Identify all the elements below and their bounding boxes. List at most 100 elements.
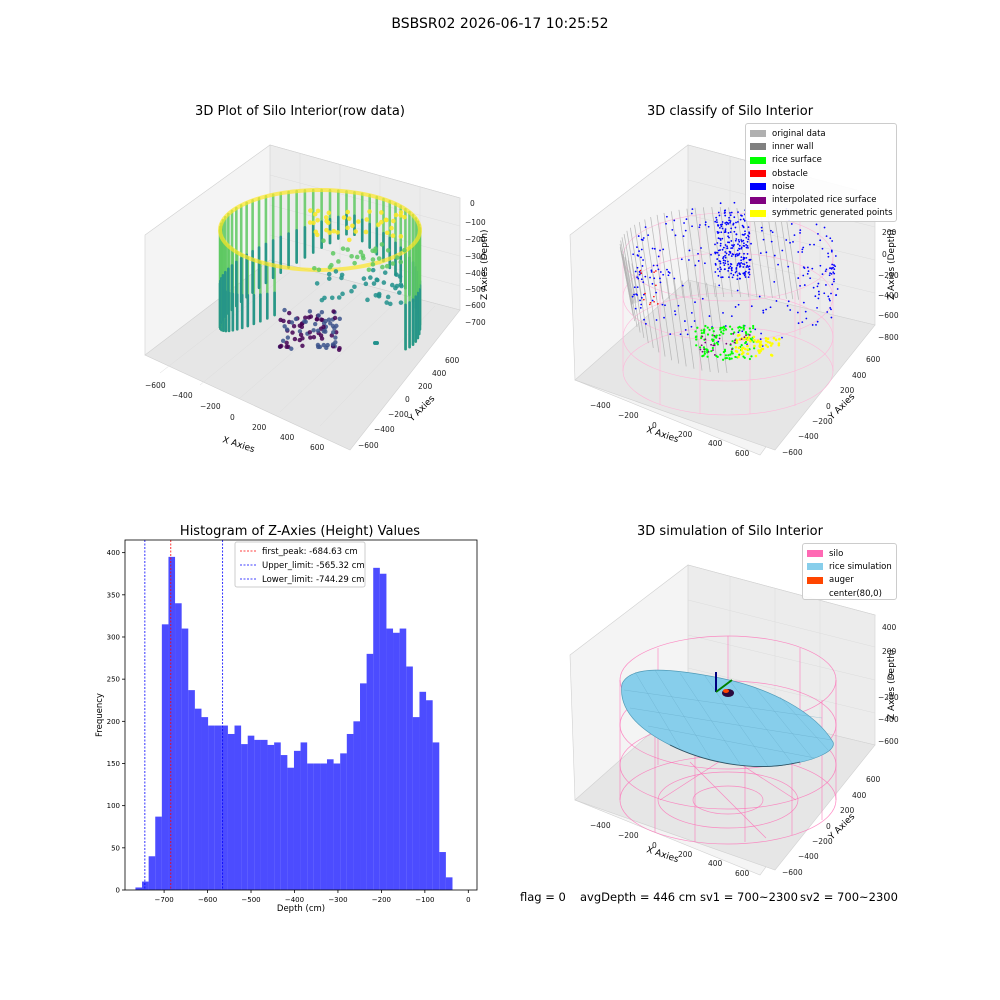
histogram-ytick-label: 300 (107, 633, 120, 641)
simulation-ztick-3: 0 (888, 671, 893, 680)
raw-ztick-8: −700 (465, 318, 486, 327)
histogram-xlabel: Depth (cm) (277, 904, 325, 914)
classify-legend-label: symmetric generated points (772, 208, 893, 219)
classify-xtick-1: −400 (590, 401, 611, 410)
histogram-ytick-label: 50 (111, 844, 120, 852)
classify-ytick-7: 600 (866, 355, 881, 364)
classify-zlabel: Z Axies (Depth) (887, 229, 897, 300)
simulation-ytick-6: 400 (852, 791, 867, 800)
histogram-reference-lines (144, 540, 224, 890)
classify-legend-label: noise (772, 181, 795, 192)
histogram-bar (181, 628, 189, 890)
histogram-xtick-label: −200 (372, 896, 391, 904)
histogram-bar (260, 739, 268, 890)
simulation-legend: silo rice simulation auger center(80,0) (802, 543, 897, 600)
simulation-ytick-1: −600 (782, 868, 803, 877)
classify-legend-swatch (750, 170, 766, 178)
auger-marker (715, 672, 734, 697)
classify-ztick-5: −600 (878, 311, 899, 320)
histogram-bar (406, 666, 413, 890)
raw-xtick-3: −200 (200, 402, 221, 411)
simulation-legend-entry: auger (807, 574, 896, 587)
classify-legend-swatch (750, 209, 766, 217)
rice-simulation-surface (621, 669, 834, 767)
histogram-x-ticks: −700 −600 −500 −400 −300 −200 −100 0 (154, 890, 471, 904)
raw-ztick-1: 0 (470, 199, 475, 208)
classify-legend-label: interpolated rice surface (772, 195, 877, 206)
histogram-y-ticks: 0 50 100 150 200 250 300 350 400 (107, 549, 125, 895)
histogram-bar (247, 735, 255, 890)
classify-ytick-4: 0 (826, 402, 831, 411)
simulation-xtick-6: 600 (735, 869, 750, 878)
histogram-chart: −700 −600 −500 −400 −300 −200 −100 0 0 50 100 150 2… (95, 539, 478, 914)
classify-xtick-3: 0 (652, 421, 657, 430)
simulation-ztick-5: −400 (878, 715, 899, 724)
histogram-bar (439, 852, 446, 890)
histogram-bar (208, 725, 215, 890)
sv2-range: sv2 = 700~2300 (800, 890, 898, 904)
simulation-legend-label: rice simulation (829, 561, 892, 572)
histogram-bar (300, 742, 308, 890)
histogram-bar (227, 733, 235, 890)
histogram-xtick-label: −100 (415, 896, 434, 904)
simulation-legend-label: auger (829, 575, 854, 586)
histogram-bar (393, 632, 400, 890)
histogram-bar (201, 717, 209, 890)
classify-ztick-2: 0 (882, 250, 887, 259)
histogram-bar (241, 744, 248, 890)
raw-ztick-2: −100 (465, 218, 486, 227)
histogram-legend: first_peak: -684.63 cm Upper_limit: -565… (234, 541, 366, 588)
histogram-bar (168, 556, 176, 890)
raw-ytick-4: 0 (405, 395, 410, 404)
raw-xtick-5: 200 (252, 423, 267, 432)
classify-ytick-5: 200 (840, 386, 855, 395)
simulation-xtick-1: −400 (590, 821, 611, 830)
classify-ztick-6: −800 (878, 333, 899, 342)
classify-ztick-3: −200 (878, 271, 899, 280)
classify-ztick-1: 200 (882, 228, 897, 237)
simulation-ztick-1: 400 (882, 623, 897, 632)
classify-legend-swatch (750, 196, 766, 204)
raw-ztick-3: −200 (465, 235, 486, 244)
simulation-3d-ticks: −400 −200 0 200 400 600 −600 −400 −200 0… (590, 623, 899, 878)
simulation-legend-swatch (807, 563, 823, 571)
sv1-range: sv1 = 700~2300 (700, 890, 798, 904)
classify-legend-entry: original data (750, 127, 896, 140)
histogram-ylabel: Frequency (95, 693, 105, 737)
raw-xtick-4: 0 (230, 413, 235, 422)
histogram-bar (353, 721, 361, 890)
histogram-xtick-label: −500 (241, 896, 260, 904)
raw-ztick-6: −500 (465, 285, 486, 294)
flag-status: flag = 0 (520, 890, 566, 904)
raw-3d-plot: −600 −400 −200 0 200 400 600 −600 −400 −… (144, 144, 490, 455)
histogram-bar (135, 887, 143, 890)
histogram-bars (135, 556, 453, 890)
simulation-ytick-3: −200 (812, 837, 833, 846)
classify-legend-swatch (750, 183, 766, 191)
histogram-bar (373, 567, 380, 890)
classify-legend-swatch (750, 130, 766, 138)
raw-xtick-7: 600 (310, 443, 325, 452)
histogram-bar (412, 717, 420, 890)
histogram-axes-frame (124, 539, 478, 891)
histogram-bar (426, 700, 433, 890)
simulation-legend-entry: rice simulation (807, 560, 896, 573)
classify-plot-title: 3D classify of Silo Interior (646, 104, 814, 119)
simulation-ztick-4: −200 (878, 693, 899, 702)
classify-legend-entry: inner wall (750, 140, 896, 153)
classify-legend: original data inner wall rice surface obsta… (745, 123, 897, 222)
histogram-bar (445, 877, 453, 890)
raw-xtick-1: −600 (145, 381, 166, 390)
classify-ztick-4: −400 (878, 291, 899, 300)
raw-ztick-5: −400 (465, 269, 486, 278)
raw-point-cloud (218, 188, 422, 352)
classify-legend-swatch (750, 143, 766, 151)
histogram-bar (142, 881, 149, 890)
simulation-ytick-7: 600 (866, 775, 881, 784)
figure-title: BSBSR02 2026-06-17 10:25:52 (391, 16, 609, 32)
simulation-legend-entry: silo (807, 547, 896, 560)
classify-legend-entry: obstacle (750, 167, 896, 180)
legend-lower-limit: Lower_limit: -744.29 cm (262, 575, 364, 585)
simulation-xlabel: X Axies (645, 845, 680, 865)
simulation-ytick-4: 0 (826, 822, 831, 831)
